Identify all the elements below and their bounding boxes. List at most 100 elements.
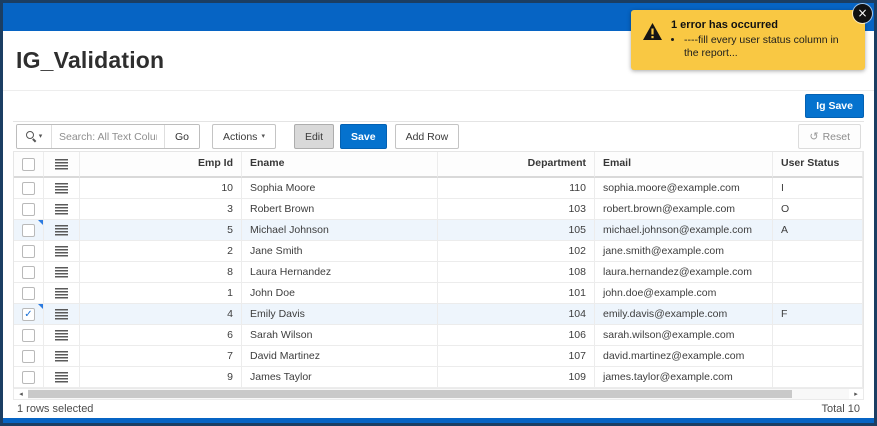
row-select-checkbox[interactable] xyxy=(22,265,35,279)
cell-emp-id[interactable]: 4 xyxy=(80,304,242,325)
cell-ename[interactable]: Emily Davis xyxy=(242,304,438,325)
cell-emp-id[interactable]: 6 xyxy=(80,325,242,346)
column-header-email[interactable]: Email xyxy=(595,152,773,178)
save-button[interactable]: Save xyxy=(340,124,387,149)
cell-department[interactable]: 103 xyxy=(438,199,595,220)
edit-button[interactable]: Edit xyxy=(293,124,335,149)
reset-button[interactable]: ↺ Reset xyxy=(798,124,861,149)
scrollbar-track[interactable] xyxy=(28,389,849,399)
scroll-left-icon[interactable]: ◂ xyxy=(19,390,23,398)
row-select-checkbox[interactable]: ✓ xyxy=(22,307,35,321)
row-menu-icon[interactable] xyxy=(55,224,68,236)
cell-ename[interactable]: Michael Johnson xyxy=(242,220,438,241)
search-column-selector[interactable]: ▾ xyxy=(17,125,52,148)
cell-emp-id[interactable]: 1 xyxy=(80,283,242,304)
cell-department[interactable]: 107 xyxy=(438,346,595,367)
column-header-department[interactable]: Department xyxy=(438,152,595,178)
row-select-checkbox[interactable] xyxy=(22,181,35,195)
table-row: 6 Sarah Wilson 106 sarah.wilson@example.… xyxy=(14,325,863,346)
column-header-ename[interactable]: Ename xyxy=(242,152,438,178)
cell-ename[interactable]: Jane Smith xyxy=(242,241,438,262)
reset-icon: ↺ xyxy=(809,130,819,143)
cell-emp-id[interactable]: 9 xyxy=(80,367,242,388)
cell-email[interactable]: sarah.wilson@example.com xyxy=(595,325,773,346)
row-menu-icon[interactable] xyxy=(55,158,68,170)
cell-user-status[interactable]: I xyxy=(773,178,863,199)
cell-department[interactable]: 101 xyxy=(438,283,595,304)
row-menu-icon[interactable] xyxy=(55,266,68,278)
cell-user-status[interactable] xyxy=(773,241,863,262)
ig-save-button[interactable]: Ig Save xyxy=(805,94,864,118)
row-menu-icon[interactable] xyxy=(55,329,68,341)
cell-user-status[interactable] xyxy=(773,283,863,304)
cell-department[interactable]: 109 xyxy=(438,367,595,388)
cell-department[interactable]: 110 xyxy=(438,178,595,199)
table-row: 1 John Doe 101 john.doe@example.com xyxy=(14,283,863,304)
row-menu-icon[interactable] xyxy=(55,182,68,194)
row-menu-icon[interactable] xyxy=(55,350,68,362)
cell-emp-id[interactable]: 8 xyxy=(80,262,242,283)
cell-ename[interactable]: Laura Hernandez xyxy=(242,262,438,283)
cell-department[interactable]: 108 xyxy=(438,262,595,283)
row-select-checkbox[interactable] xyxy=(22,286,35,300)
cell-user-status[interactable]: A xyxy=(773,220,863,241)
cell-ename[interactable]: Sophia Moore xyxy=(242,178,438,199)
cell-emp-id[interactable]: 3 xyxy=(80,199,242,220)
cell-email[interactable]: jane.smith@example.com xyxy=(595,241,773,262)
cell-user-status[interactable] xyxy=(773,325,863,346)
cell-ename[interactable]: David Martinez xyxy=(242,346,438,367)
add-row-button[interactable]: Add Row xyxy=(394,124,460,149)
row-select-checkbox[interactable] xyxy=(22,223,35,237)
column-header-emp-id[interactable]: Emp Id xyxy=(80,152,242,178)
cell-email[interactable]: john.doe@example.com xyxy=(595,283,773,304)
cell-emp-id[interactable]: 5 xyxy=(80,220,242,241)
table-row: 7 David Martinez 107 david.martinez@exam… xyxy=(14,346,863,367)
cell-emp-id[interactable]: 2 xyxy=(80,241,242,262)
row-select-checkbox[interactable] xyxy=(22,244,35,258)
row-menu-icon[interactable] xyxy=(55,245,68,257)
cell-email[interactable]: emily.davis@example.com xyxy=(595,304,773,325)
cell-emp-id[interactable]: 10 xyxy=(80,178,242,199)
cell-department[interactable]: 104 xyxy=(438,304,595,325)
row-select-cell xyxy=(14,346,44,367)
row-select-cell xyxy=(14,262,44,283)
close-icon[interactable]: × xyxy=(853,4,872,23)
row-menu-icon[interactable] xyxy=(55,203,68,215)
cell-email[interactable]: michael.johnson@example.com xyxy=(595,220,773,241)
cell-ename[interactable]: James Taylor xyxy=(242,367,438,388)
row-menu-icon[interactable] xyxy=(55,371,68,383)
row-select-cell xyxy=(14,220,44,241)
cell-ename[interactable]: John Doe xyxy=(242,283,438,304)
cell-department[interactable]: 102 xyxy=(438,241,595,262)
cell-email[interactable]: james.taylor@example.com xyxy=(595,367,773,388)
cell-user-status[interactable] xyxy=(773,367,863,388)
cell-user-status[interactable] xyxy=(773,262,863,283)
row-menu-icon[interactable] xyxy=(55,287,68,299)
cell-ename[interactable]: Robert Brown xyxy=(242,199,438,220)
go-button[interactable]: Go xyxy=(164,125,199,148)
cell-department[interactable]: 106 xyxy=(438,325,595,346)
cell-user-status[interactable]: O xyxy=(773,199,863,220)
cell-department[interactable]: 105 xyxy=(438,220,595,241)
table-row: ✓ 4 Emily Davis 104 emily.davis@example.… xyxy=(14,304,863,325)
cell-email[interactable]: david.martinez@example.com xyxy=(595,346,773,367)
row-select-checkbox[interactable] xyxy=(22,328,35,342)
row-select-checkbox[interactable] xyxy=(22,349,35,363)
cell-email[interactable]: laura.hernandez@example.com xyxy=(595,262,773,283)
cell-emp-id[interactable]: 7 xyxy=(80,346,242,367)
scrollbar-thumb[interactable] xyxy=(28,390,792,398)
cell-user-status[interactable]: F xyxy=(773,304,863,325)
column-header-user-status[interactable]: User Status xyxy=(773,152,863,178)
row-select-checkbox[interactable] xyxy=(22,202,35,216)
cell-ename[interactable]: Sarah Wilson xyxy=(242,325,438,346)
cell-email[interactable]: sophia.moore@example.com xyxy=(595,178,773,199)
select-all-checkbox[interactable] xyxy=(22,157,35,171)
cell-user-status[interactable] xyxy=(773,346,863,367)
row-select-checkbox[interactable] xyxy=(22,370,35,384)
table-row: 3 Robert Brown 103 robert.brown@example.… xyxy=(14,199,863,220)
actions-menu-button[interactable]: Actions ▾ xyxy=(212,124,276,149)
search-input[interactable] xyxy=(52,125,164,148)
scroll-right-icon[interactable]: ▸ xyxy=(854,390,858,398)
cell-email[interactable]: robert.brown@example.com xyxy=(595,199,773,220)
row-menu-icon[interactable] xyxy=(55,308,68,320)
